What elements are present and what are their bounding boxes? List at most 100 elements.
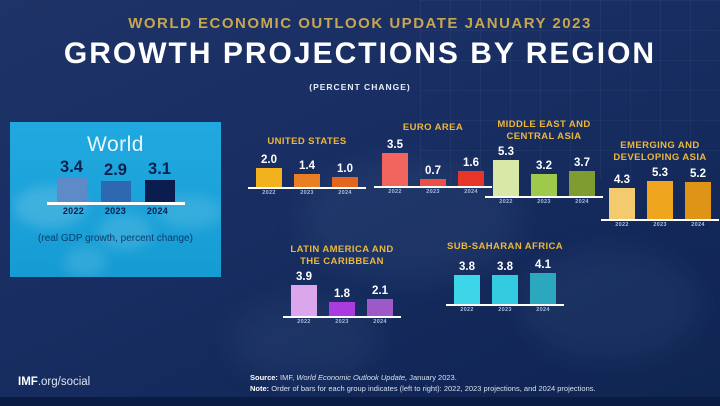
year-labels: 2022 2023 2024 — [283, 319, 401, 325]
bar-column: 3.9 — [291, 271, 317, 316]
note-body: Order of bars for each group indicates (… — [269, 384, 596, 393]
year-label: 2023 — [300, 190, 314, 196]
year-label: 2022 — [615, 222, 629, 228]
imf-social-link[interactable]: IMF.org/social — [18, 376, 90, 388]
source-line: Source: IMF, World Economic Outlook Upda… — [250, 372, 596, 383]
chart-euro-area: EURO AREA 3.5 0.7 1.6 2022 2023 2024 — [374, 122, 492, 195]
region-label-line: MIDDLE EAST AND — [497, 119, 591, 130]
chart-world: World 3.4 2.9 3.1 2022 2023 2024 — [46, 132, 185, 216]
bar-value-label: 3.4 — [60, 158, 83, 176]
bar — [291, 285, 317, 316]
bar-column: 3.2 — [531, 160, 557, 196]
region-label: World — [87, 132, 144, 158]
page-subtitle: (PERCENT CHANGE) — [309, 82, 411, 92]
year-labels: 2022 2023 2024 — [446, 307, 564, 313]
bar — [56, 178, 87, 202]
year-label: 2022 — [62, 205, 85, 216]
region-label: MIDDLE EAST AND CENTRAL ASIA — [497, 119, 590, 143]
bar-value-label: 3.8 — [459, 261, 475, 273]
axis-baseline — [446, 304, 564, 306]
bar — [367, 299, 393, 316]
bar-value-label: 5.2 — [690, 168, 706, 180]
year-label: 2023 — [537, 199, 551, 205]
year-label: 2024 — [373, 319, 387, 325]
year-label: 2023 — [498, 307, 512, 313]
year-label: 2024 — [691, 222, 705, 228]
bar — [458, 171, 484, 186]
imf-social-path: .org/social — [37, 376, 91, 388]
year-label: 2022 — [499, 199, 513, 205]
bar-column: 2.9 — [100, 161, 131, 202]
region-label: LATIN AMERICA AND THE CARIBBEAN — [290, 244, 393, 268]
bar-column: 5.3 — [647, 167, 673, 219]
year-label: 2024 — [575, 199, 589, 205]
bar-column: 0.7 — [420, 165, 446, 186]
bar — [647, 181, 673, 219]
year-label: 2023 — [653, 222, 667, 228]
bar-column: 1.6 — [458, 157, 484, 186]
imf-logo-text: IMF — [18, 376, 38, 388]
bar-value-label: 1.0 — [337, 163, 353, 175]
bar-value-label: 3.9 — [296, 271, 312, 283]
region-label: EMERGING AND DEVELOPING ASIA — [613, 140, 706, 164]
bar — [493, 160, 519, 196]
bar-value-label: 3.1 — [148, 160, 171, 178]
region-label-line: THE CARIBBEAN — [300, 256, 384, 267]
page-title: GROWTH PROJECTIONS BY REGION — [63, 37, 657, 70]
bar-column: 5.2 — [685, 168, 711, 219]
bar — [531, 174, 557, 196]
bar-value-label: 1.6 — [463, 157, 479, 169]
world-caption: (real GDP growth, percent change) — [38, 232, 193, 244]
chart-united-states: UNITED STATES 2.0 1.4 1.0 2022 2023 2024 — [248, 136, 366, 196]
year-label: 2022 — [460, 307, 474, 313]
bar-group: 3.4 2.9 3.1 — [47, 158, 185, 202]
axis-baseline — [283, 316, 401, 318]
bar-value-label: 1.8 — [334, 288, 350, 300]
region-label-line: DEVELOPING ASIA — [613, 152, 707, 163]
bar — [492, 275, 518, 304]
bar — [256, 168, 282, 187]
bar-column: 5.3 — [493, 146, 519, 196]
bar-value-label: 5.3 — [498, 146, 514, 158]
year-labels: 2022 2023 2024 — [374, 189, 492, 195]
bar-column: 3.8 — [454, 261, 480, 304]
bottom-band — [0, 397, 720, 406]
bar-value-label: 3.2 — [536, 160, 552, 172]
source-italic: World Economic Outlook Update, — [296, 373, 408, 382]
bar-group: 3.9 1.8 2.1 — [283, 271, 401, 316]
source-body: IMF, — [277, 373, 297, 382]
year-label: 2022 — [262, 190, 276, 196]
year-labels: 2022 2023 2024 — [485, 199, 603, 205]
region-label-line: LATIN AMERICA AND — [290, 244, 394, 255]
chart-latin-america-caribbean: LATIN AMERICA AND THE CARIBBEAN 3.9 1.8 2.1… — [283, 244, 401, 325]
bar-group: 2.0 1.4 1.0 — [248, 151, 366, 187]
axis-baseline — [601, 219, 719, 221]
year-label: 2024 — [464, 189, 478, 195]
chart-emerging-developing-asia: EMERGING AND DEVELOPING ASIA 4.3 5.3 5.2 20… — [601, 140, 719, 228]
bar-column: 3.5 — [382, 139, 408, 186]
region-label: UNITED STATES — [267, 136, 346, 148]
chart-sub-saharan-africa: SUB-SAHARAN AFRICA 3.8 3.8 4.1 2022 2023 202… — [446, 241, 564, 313]
bar-value-label: 1.4 — [299, 160, 315, 172]
bar — [609, 188, 635, 219]
source-label: Source: — [250, 373, 278, 382]
bar-group: 4.3 5.3 5.2 — [601, 167, 719, 219]
bar-column: 3.1 — [144, 160, 175, 202]
bar-column: 1.8 — [329, 288, 355, 316]
year-labels: 2022 2023 2024 — [601, 222, 719, 228]
bar-value-label: 3.8 — [497, 261, 513, 273]
region-label-line: World — [87, 133, 144, 156]
bar-column: 3.4 — [56, 158, 87, 202]
bar-column: 3.8 — [492, 261, 518, 304]
bar — [569, 171, 595, 196]
report-kicker: WORLD ECONOMIC OUTLOOK UPDATE JANUARY 20… — [128, 15, 592, 32]
year-label: 2022 — [297, 319, 311, 325]
bar-column: 4.1 — [530, 259, 556, 304]
bar-value-label: 2.1 — [372, 285, 388, 297]
axis-baseline — [248, 187, 366, 189]
bar-value-label: 3.5 — [387, 139, 403, 151]
bar-column: 1.4 — [294, 160, 320, 187]
bar-group: 3.5 0.7 1.6 — [374, 137, 492, 186]
axis-baseline — [46, 202, 185, 205]
bar-value-label: 5.3 — [652, 167, 668, 179]
